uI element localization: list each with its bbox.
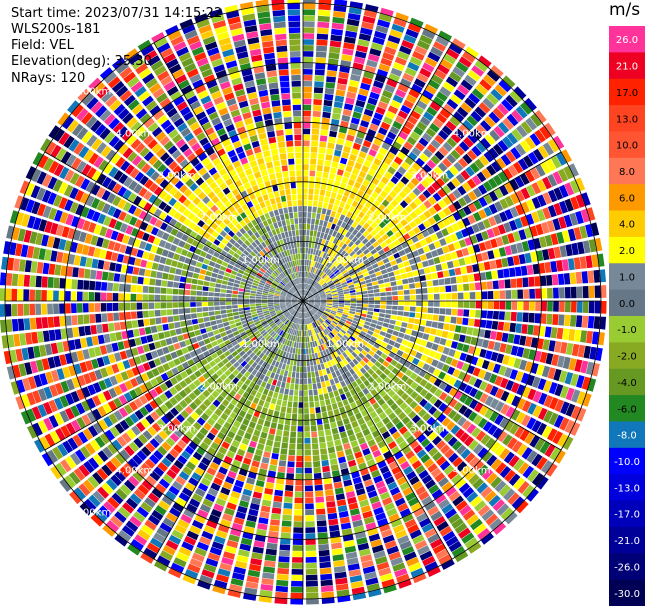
ring-label: 2.00km [368, 213, 406, 224]
ppi-gates [0, 0, 607, 605]
ring-label: 2.00km [200, 381, 238, 392]
colorbar-bin [609, 131, 645, 159]
ring-label: 4.00km [115, 466, 153, 477]
field-label: Field: VEL [11, 38, 74, 53]
colorbar-tick-label: -21.0 [614, 536, 640, 547]
colorbar-tick-label: -4.0 [617, 378, 637, 389]
azimuth-spoke [44, 300, 304, 451]
colorbar-tick-label: -6.0 [617, 404, 637, 415]
colorbar-bin [609, 368, 645, 396]
elevation-label: Elevation(deg): 35.30 [11, 54, 152, 69]
colorbar-tick-label: 6.0 [619, 193, 635, 204]
colorbar-tick-label: 0.0 [619, 299, 635, 310]
ring-label: 3.00km [410, 423, 448, 434]
colorbar-tick-label: -1.0 [617, 325, 637, 336]
azimuth-spoke [302, 151, 562, 302]
colorbar-bin [609, 421, 645, 449]
ring-label: 1.00km [242, 339, 280, 350]
colorbar-bin [609, 553, 645, 581]
colorbar-tick-label: 1.0 [619, 273, 635, 284]
azimuth-spoke [302, 42, 453, 302]
colorbar-tick-label: 17.0 [616, 88, 638, 99]
colorbar-bin [609, 52, 645, 80]
device-label: WLS200s-181 [11, 22, 101, 37]
colorbar-bin [609, 447, 645, 475]
colorbar-tick-label: 2.0 [619, 246, 635, 257]
colorbar-bin [609, 157, 645, 185]
ring-label: 2.00km [368, 381, 406, 392]
colorbar-bin [609, 526, 645, 554]
ring-label: 1.00km [326, 255, 364, 266]
colorbar-bin [609, 500, 645, 528]
azimuth-spoke [153, 42, 304, 302]
colorbar-bin [609, 342, 645, 370]
nrays-label: NRays: 120 [11, 71, 86, 86]
colorbar-tick-label: -17.0 [614, 510, 640, 521]
colorbar-tick-label: 13.0 [616, 114, 638, 125]
colorbar-tick-label: 8.0 [619, 167, 635, 178]
ring-label: 1.00km [326, 339, 364, 350]
colorbar-tick-label: -30.0 [614, 589, 640, 600]
ring-label: 4.00km [115, 128, 153, 139]
ring-label: 5.00km [73, 508, 111, 519]
colorbar-tick-label: 10.0 [616, 141, 638, 152]
colorbar-tick-label: -2.0 [617, 352, 637, 363]
colorbar-unit: m/s [609, 0, 641, 20]
colorbar-bin [609, 236, 645, 264]
azimuth-spoke [153, 300, 304, 560]
colorbar-bin [609, 474, 645, 502]
ring-label: 3.00km [158, 423, 196, 434]
ring-label: 3.00km [158, 171, 196, 182]
colorbar-tick-label: -8.0 [617, 431, 637, 442]
colorbar-bin [609, 210, 645, 238]
colorbar-tick-label: -10.0 [614, 457, 640, 468]
ring-label: 4.00km [453, 128, 491, 139]
ring-label: 5.00km [73, 86, 111, 97]
ring-label: 3.00km [410, 171, 448, 182]
colorbar-bin [609, 289, 645, 317]
colorbar-bin [609, 105, 645, 132]
ring-label: 4.00km [453, 466, 491, 477]
start-time-label: Start time: 2023/07/31 14:15:22 [11, 6, 223, 21]
ring-label: 1.00km [242, 255, 280, 266]
colorbar-bin [609, 263, 645, 291]
colorbar-tick-label: 4.0 [619, 220, 635, 231]
colorbar-bin [609, 316, 645, 343]
colorbar: 26.0 21.0 17.0 13.0 10.0 8.0 6.0 4.0 2.0 1.0 0.0 -1… [609, 26, 645, 606]
colorbar-bin [609, 78, 645, 106]
colorbar-tick-label: -13.0 [614, 483, 640, 494]
azimuth-spoke [44, 151, 304, 302]
colorbar-bin [609, 184, 645, 212]
ring-label: 2.00km [200, 213, 238, 224]
azimuth-spoke [302, 300, 562, 451]
colorbar-tick-label: -26.0 [614, 563, 640, 574]
colorbar-tick-label: 21.0 [616, 62, 638, 73]
colorbar-bin [609, 579, 645, 606]
colorbar-tick-label: 26.0 [616, 35, 638, 46]
colorbar-bin [609, 395, 645, 422]
colorbar-bin [609, 26, 645, 53]
azimuth-spoke [302, 300, 453, 560]
